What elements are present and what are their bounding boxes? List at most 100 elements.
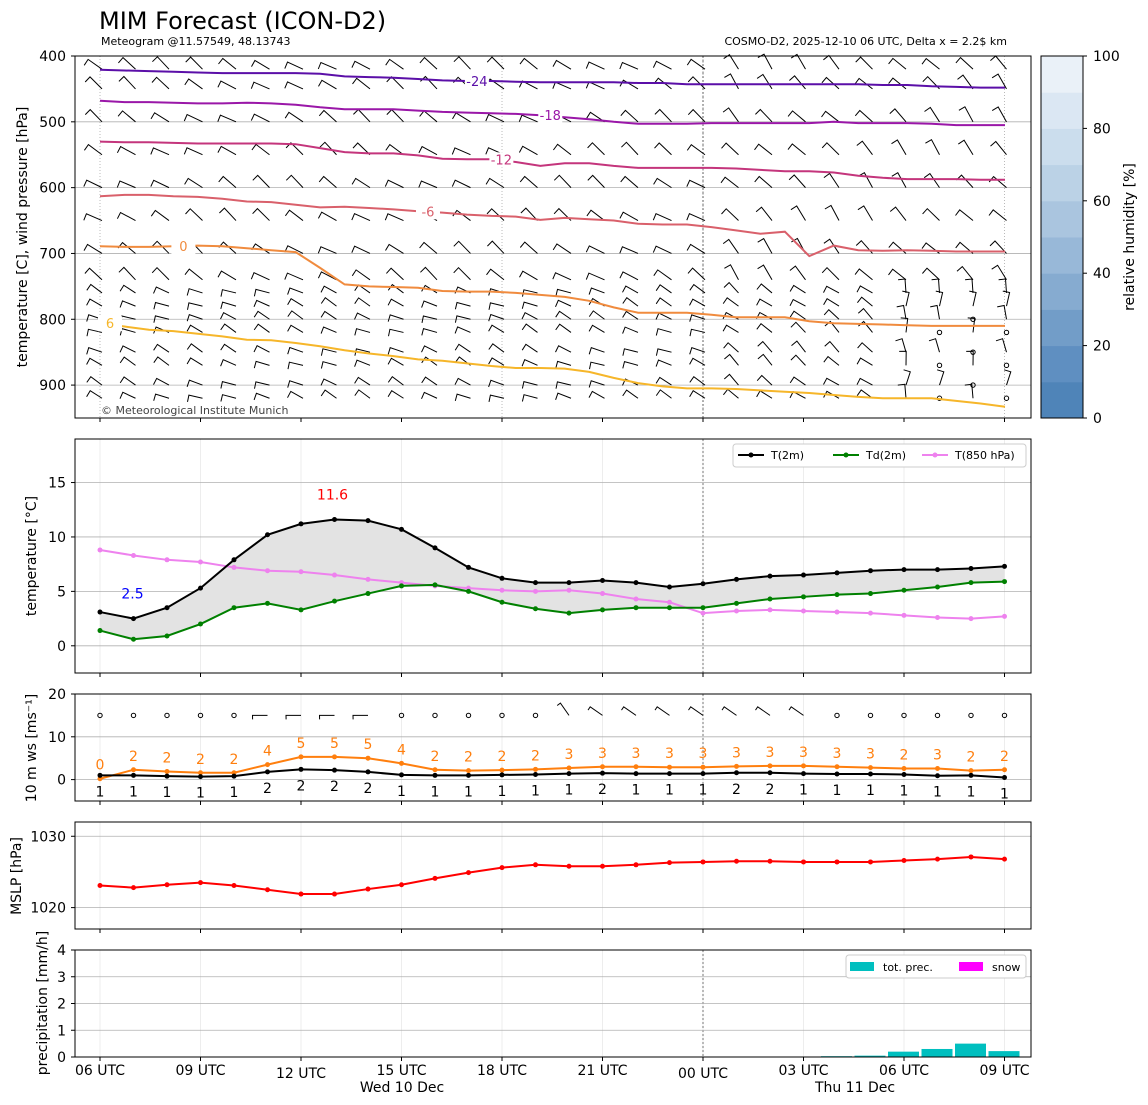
isotherm-label: -12 bbox=[491, 153, 512, 168]
isotherm-label: 6 bbox=[106, 317, 114, 332]
wind-barb bbox=[553, 174, 572, 188]
t2m-point bbox=[566, 580, 572, 586]
gust-point bbox=[365, 755, 371, 761]
colorbar-band bbox=[1041, 237, 1083, 274]
wind-barb bbox=[756, 73, 773, 90]
t850-point bbox=[131, 552, 136, 558]
precip-ytick-label: 0 bbox=[57, 1050, 66, 1066]
wind-barb bbox=[217, 80, 237, 90]
gust-value-label: 3 bbox=[933, 747, 942, 763]
wind-calm-marker bbox=[936, 362, 943, 369]
wind-barb bbox=[186, 343, 203, 353]
t2m-point bbox=[399, 526, 404, 532]
mean-value-label: 1 bbox=[464, 784, 473, 800]
wind-barb bbox=[787, 110, 806, 123]
wind-barb bbox=[418, 145, 438, 156]
wind-barb bbox=[789, 310, 806, 320]
mean-wind-point bbox=[600, 770, 605, 776]
wind-barb bbox=[521, 312, 538, 320]
mean-value-label: 2 bbox=[297, 778, 306, 794]
wind-barb bbox=[521, 394, 538, 402]
wind-barb bbox=[387, 390, 404, 399]
legend-label: snow bbox=[992, 961, 1020, 974]
wind-barb bbox=[757, 264, 773, 281]
wind-barb bbox=[721, 208, 739, 221]
surface-wind-calm bbox=[97, 712, 103, 719]
mslp-ytick-label: 1030 bbox=[30, 829, 66, 845]
wind-barb bbox=[620, 109, 639, 123]
surface-wind-barb bbox=[318, 714, 335, 720]
mean-value-label: 1 bbox=[531, 783, 540, 799]
wind-barb bbox=[687, 108, 706, 123]
gust-value-label: 3 bbox=[699, 746, 708, 762]
wind-barb bbox=[351, 245, 371, 254]
wind-barb bbox=[488, 394, 505, 403]
upper-air-ytick-label: 700 bbox=[39, 246, 66, 262]
figure-subtitle-right: COSMO-D2, 2025-12-10 06 UTC, Delta x = 2… bbox=[724, 35, 1007, 48]
wind-barb bbox=[153, 343, 170, 353]
wind-barb bbox=[184, 78, 203, 90]
mslp-point bbox=[868, 859, 873, 865]
gust-point bbox=[834, 764, 840, 770]
wind-barb bbox=[151, 240, 170, 254]
wind-barb bbox=[421, 345, 438, 353]
td2m-point bbox=[566, 610, 572, 616]
td2m-point bbox=[633, 605, 639, 611]
wind-barb bbox=[453, 56, 471, 70]
legend-swatch-point bbox=[932, 452, 938, 458]
wind-barb bbox=[689, 298, 706, 307]
wind-barb bbox=[384, 213, 404, 222]
wind-barb bbox=[928, 338, 940, 353]
colorbar-label: relative humidity [%] bbox=[1122, 163, 1138, 311]
wind-barb bbox=[655, 376, 672, 386]
isotherm-label: -18 bbox=[540, 109, 561, 124]
wind-barb bbox=[588, 324, 605, 333]
wind-barb bbox=[721, 142, 739, 156]
wind-barb bbox=[856, 389, 873, 399]
surface-wind-barb bbox=[556, 702, 570, 716]
wind-barb bbox=[655, 312, 672, 320]
wind-barb bbox=[488, 379, 505, 388]
wind-barb bbox=[287, 390, 304, 399]
wind-barb bbox=[387, 298, 404, 307]
mean-wind-point bbox=[767, 770, 773, 776]
wind-calm-marker bbox=[1003, 395, 1010, 401]
td2m-point bbox=[231, 605, 237, 611]
wind-barb bbox=[253, 299, 270, 307]
mean-value-label: 1 bbox=[498, 784, 507, 800]
wind-barb bbox=[185, 56, 203, 70]
t2m-point bbox=[298, 521, 304, 527]
wind-barb bbox=[956, 174, 974, 188]
t850-point bbox=[566, 587, 572, 593]
mean-value-label: 1 bbox=[833, 783, 842, 799]
td2m-point bbox=[399, 583, 404, 589]
mean-value-label: 2 bbox=[330, 779, 339, 795]
t2m-point bbox=[834, 570, 840, 576]
wind-barb bbox=[619, 211, 639, 221]
temperature-ylabel: temperature [°C] bbox=[24, 496, 40, 616]
wind-barb bbox=[387, 283, 404, 294]
wind-barb bbox=[488, 343, 505, 353]
wind-barb bbox=[889, 108, 907, 123]
t2m-point bbox=[767, 573, 773, 579]
mslp-point bbox=[399, 882, 404, 888]
wind-barb bbox=[821, 76, 840, 90]
wind-barb bbox=[921, 57, 940, 70]
wind-barb bbox=[453, 240, 471, 254]
legend-swatch-point bbox=[843, 452, 849, 458]
wind-barb bbox=[287, 287, 304, 295]
wind-barb bbox=[555, 392, 572, 400]
wind-barb bbox=[84, 267, 103, 281]
t850-point bbox=[231, 564, 237, 570]
wind-barb bbox=[320, 296, 337, 307]
wind-barb bbox=[119, 345, 136, 353]
wind-barb bbox=[253, 360, 270, 369]
wind-barb bbox=[724, 353, 739, 366]
t850-point bbox=[834, 609, 840, 615]
t850-point bbox=[332, 572, 337, 578]
gust-point bbox=[633, 764, 639, 770]
wind-barb bbox=[555, 323, 572, 333]
wind-barb bbox=[419, 56, 438, 70]
gust-point bbox=[801, 763, 806, 769]
precip-ytick-label: 3 bbox=[57, 970, 66, 986]
